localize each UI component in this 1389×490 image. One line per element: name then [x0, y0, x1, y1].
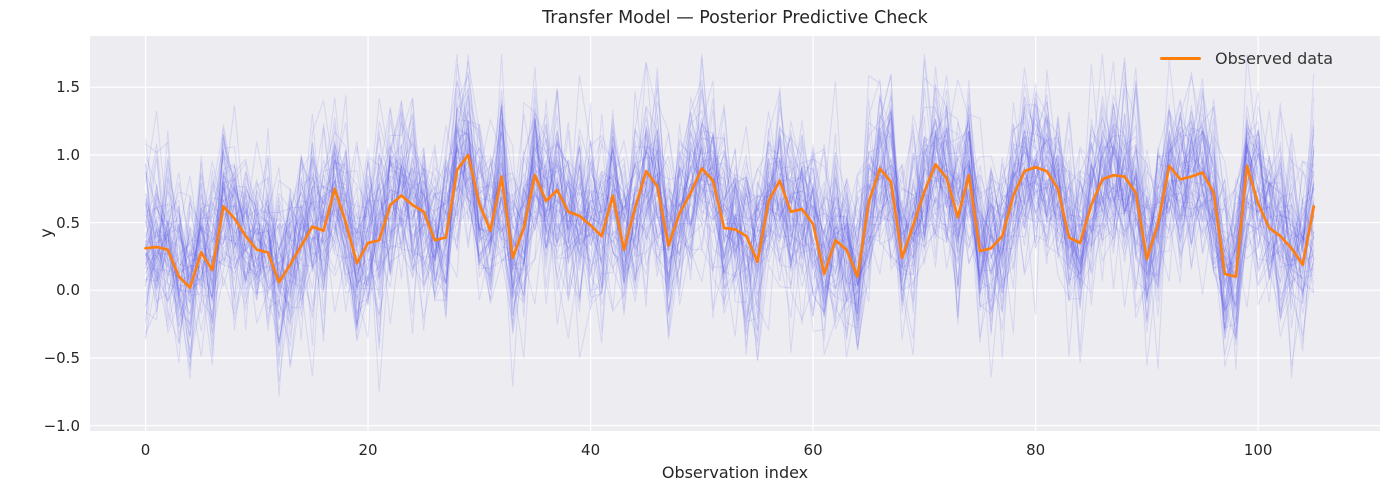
posterior-sample-line — [145, 86, 1315, 313]
posterior-sample-line — [145, 96, 1315, 328]
x-tick-label: 0 — [140, 441, 151, 459]
x-tick-label: 40 — [581, 441, 601, 459]
posterior-sample-line — [145, 66, 1315, 335]
posterior-sample-line — [145, 62, 1315, 358]
posterior-sample-line — [145, 87, 1315, 355]
posterior-sample-line — [145, 59, 1315, 337]
y-tick-label: −0.5 — [43, 348, 80, 367]
posterior-sample-line — [145, 109, 1315, 357]
y-tick-label: 1.0 — [56, 145, 80, 164]
legend: Observed data — [1160, 49, 1333, 68]
posterior-sample-line — [145, 117, 1315, 319]
posterior-sample-line — [145, 109, 1315, 355]
posterior-sample-line — [145, 98, 1315, 382]
posterior-sample-line — [145, 80, 1315, 343]
legend-label: Observed data — [1215, 49, 1334, 68]
posterior-sample-line — [145, 83, 1315, 366]
posterior-sample-line — [145, 103, 1315, 379]
posterior-sample-line — [145, 54, 1315, 368]
posterior-sample-line — [145, 80, 1315, 332]
posterior-sample-line — [145, 113, 1315, 370]
posterior-sample-line — [145, 61, 1315, 333]
chart-title: Transfer Model — Posterior Predictive Ch… — [542, 8, 928, 28]
posterior-sample-line — [145, 105, 1315, 333]
posterior-sample-line — [145, 54, 1315, 392]
x-tick-label: 20 — [358, 441, 378, 459]
posterior-sample-line — [145, 68, 1315, 361]
posterior-sample-line — [145, 73, 1315, 356]
legend-line-swatch — [1160, 57, 1201, 60]
posterior-sample-line — [145, 82, 1315, 347]
posterior-sample-line — [145, 57, 1315, 359]
posterior-sample-line — [145, 71, 1315, 341]
posterior-sample-line — [145, 76, 1315, 342]
posterior-sample-line — [145, 75, 1314, 329]
posterior-sample-line — [145, 97, 1315, 353]
posterior-sample-line — [145, 90, 1315, 364]
posterior-sample-line — [145, 84, 1315, 377]
y-tick-label: 0.0 — [56, 281, 80, 300]
posterior-sample-line — [145, 95, 1315, 329]
posterior-sample-line — [145, 87, 1314, 347]
y-tick-label: −1.0 — [43, 416, 80, 435]
observed-data-line — [144, 153, 1316, 289]
plot-area — [90, 36, 1380, 431]
posterior-sample-line — [145, 78, 1315, 341]
posterior-sample-line — [145, 64, 1315, 366]
posterior-sample-line — [145, 79, 1315, 332]
posterior-sample-line — [145, 82, 1315, 340]
posterior-sample-line — [145, 74, 1314, 357]
y-tick-label: 0.5 — [56, 213, 80, 232]
posterior-sample-line — [145, 84, 1315, 322]
y-tick-label: 1.5 — [56, 78, 80, 97]
posterior-sample-line — [145, 84, 1315, 316]
x-axis-label: Observation index — [661, 463, 809, 482]
posterior-sample-line — [145, 69, 1315, 338]
posterior-sample-line — [145, 104, 1315, 340]
posterior-sample-line — [145, 61, 1315, 338]
x-tick-label: 60 — [803, 441, 823, 459]
posterior-sample-line — [145, 72, 1315, 387]
posterior-sample-line — [145, 115, 1315, 335]
posterior-sample-line — [145, 54, 1315, 340]
posterior-sample-line — [145, 67, 1315, 359]
x-tick-label: 80 — [1026, 441, 1046, 459]
posterior-sample-line — [145, 61, 1315, 348]
posterior-sample-line — [145, 78, 1315, 367]
posterior-sample-line — [145, 56, 1315, 322]
posterior-sample-line — [145, 93, 1315, 337]
posterior-sample-line — [145, 94, 1315, 361]
posterior-sample-line — [145, 54, 1315, 334]
posterior-sample-line — [145, 118, 1315, 371]
posterior-sample-line — [145, 83, 1315, 325]
posterior-sample-line — [145, 54, 1315, 361]
posterior-sample-line — [145, 60, 1315, 359]
posterior-sample-line — [145, 110, 1315, 360]
posterior-sample-line — [145, 67, 1315, 363]
posterior-sample-line — [145, 54, 1315, 346]
posterior-sample-line — [145, 87, 1315, 339]
x-tick-label: 100 — [1243, 441, 1273, 459]
posterior-sample-line — [145, 94, 1315, 331]
